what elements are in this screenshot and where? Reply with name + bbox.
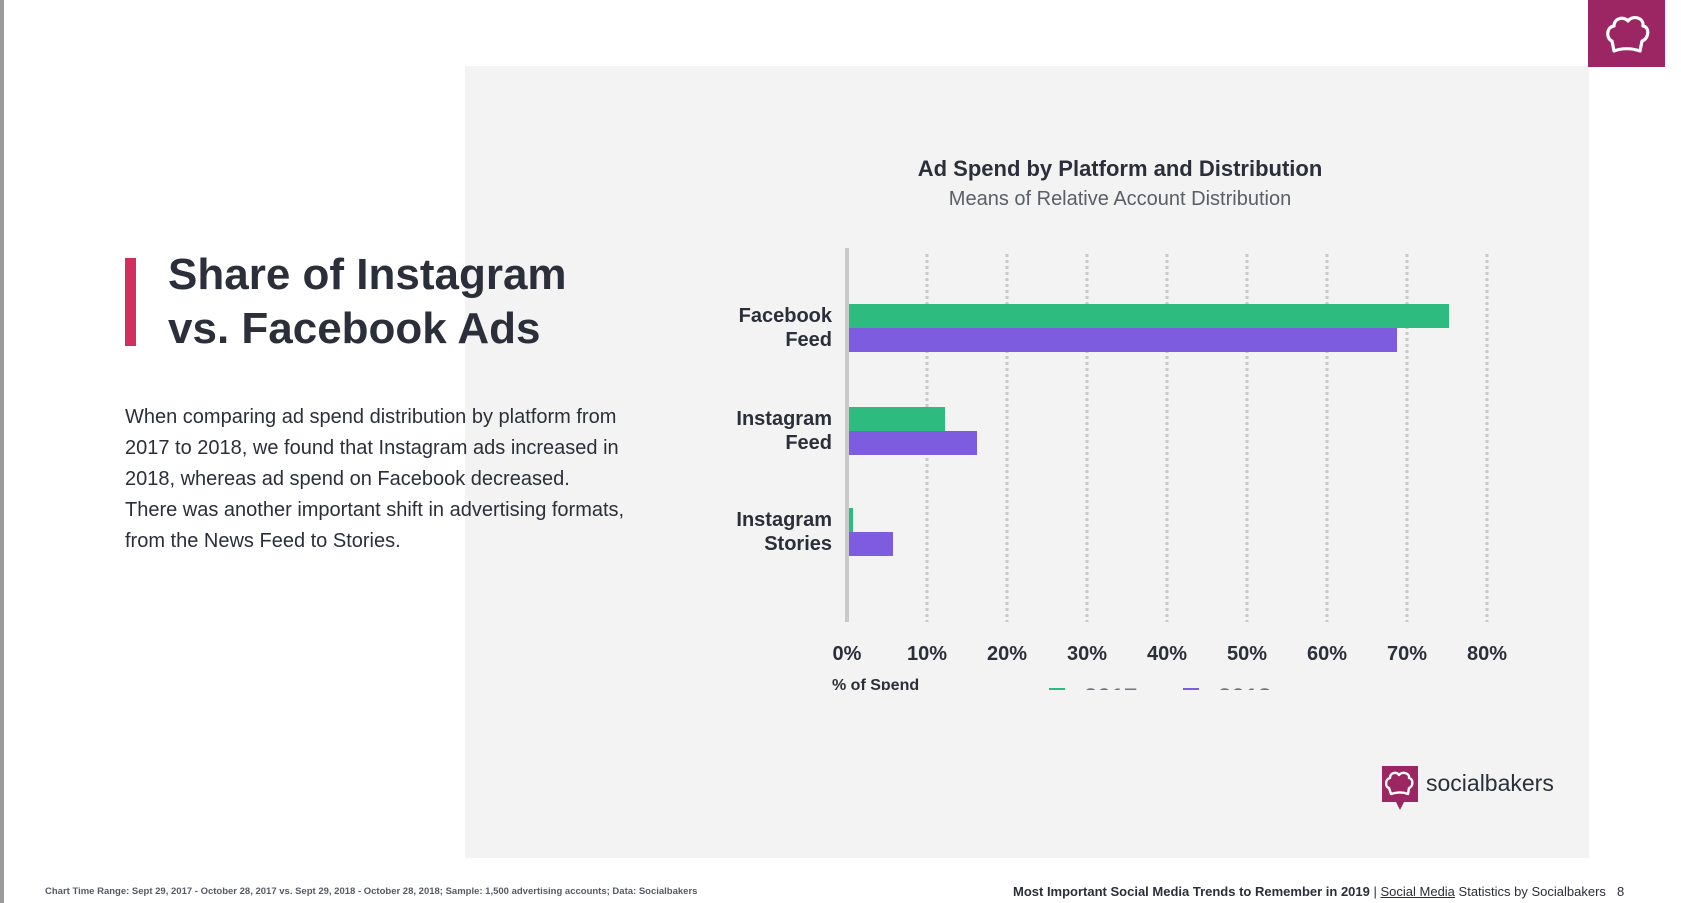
brand-wordmark: socialbakers [1426, 770, 1554, 796]
footer-separator: | [1369, 884, 1381, 899]
legend-swatch-2018 [1183, 688, 1199, 690]
bar-2018-2 [849, 532, 893, 556]
category-label: Feed [785, 329, 832, 351]
category-label: Instagram [736, 408, 832, 430]
x-tick-label: 60% [1307, 643, 1347, 665]
x-axis-title: % of Spend [832, 677, 919, 690]
category-label: Feed [785, 432, 832, 454]
bar-2017-1 [849, 407, 945, 431]
corner-logo-badge [1588, 0, 1665, 67]
bar-2018-0 [849, 328, 1397, 352]
chart-title: Ad Spend by Platform and Distribution [917, 156, 1323, 181]
footer-title: Most Important Social Media Trends to Re… [1013, 884, 1606, 899]
chart-panel [465, 66, 1589, 858]
legend-label-2017: 2017 [1084, 684, 1137, 690]
legend-label-2018: 2018 [1218, 684, 1271, 690]
heading-accent-bar [125, 258, 136, 346]
x-tick-label: 20% [987, 643, 1027, 665]
left-edge-line [0, 0, 4, 903]
x-tick-label: 70% [1387, 643, 1427, 665]
bar-2018-1 [849, 431, 977, 455]
socialbakers-logo: socialbakers [1382, 766, 1554, 810]
heading-line-1: Share of Instagram [168, 250, 567, 299]
bar-2017-2 [849, 508, 853, 532]
x-tick-label: 30% [1067, 643, 1107, 665]
slide-heading: Share of Instagram vs. Facebook Ads [168, 248, 648, 356]
heading-line-2: vs. Facebook Ads [168, 304, 541, 353]
x-tick-label: 80% [1467, 643, 1507, 665]
category-label: Stories [764, 533, 832, 555]
footer-source-note: Chart Time Range: Sept 29, 2017 - Octobe… [45, 886, 698, 897]
legend-swatch-2017 [1049, 688, 1065, 690]
x-tick-label: 50% [1227, 643, 1267, 665]
category-label: Instagram [736, 509, 832, 531]
footer-link[interactable]: Social Media [1380, 884, 1455, 899]
page-number: 8 [1617, 884, 1625, 899]
footer-report-title: Most Important Social Media Trends to Re… [1013, 884, 1370, 899]
category-label: Facebook [739, 305, 833, 327]
x-tick-label: 10% [907, 643, 947, 665]
chef-hat-logo-icon [1382, 766, 1418, 810]
bar-chart: 0% 10% 20% 30% 40% 50% 60% 70% 80%FacebookFeedIn… [736, 248, 1507, 690]
footer-suffix: Statistics by Socialbakers [1454, 884, 1606, 899]
x-tick-label: 0% [833, 643, 862, 665]
x-tick-label: 40% [1147, 643, 1187, 665]
chef-hat-icon [1605, 15, 1649, 53]
bar-2017-0 [849, 304, 1449, 328]
chart-subtitle: Means of Relative Account Distribution [948, 188, 1292, 210]
body-paragraph: When comparing ad spend distribution by … [125, 406, 625, 552]
